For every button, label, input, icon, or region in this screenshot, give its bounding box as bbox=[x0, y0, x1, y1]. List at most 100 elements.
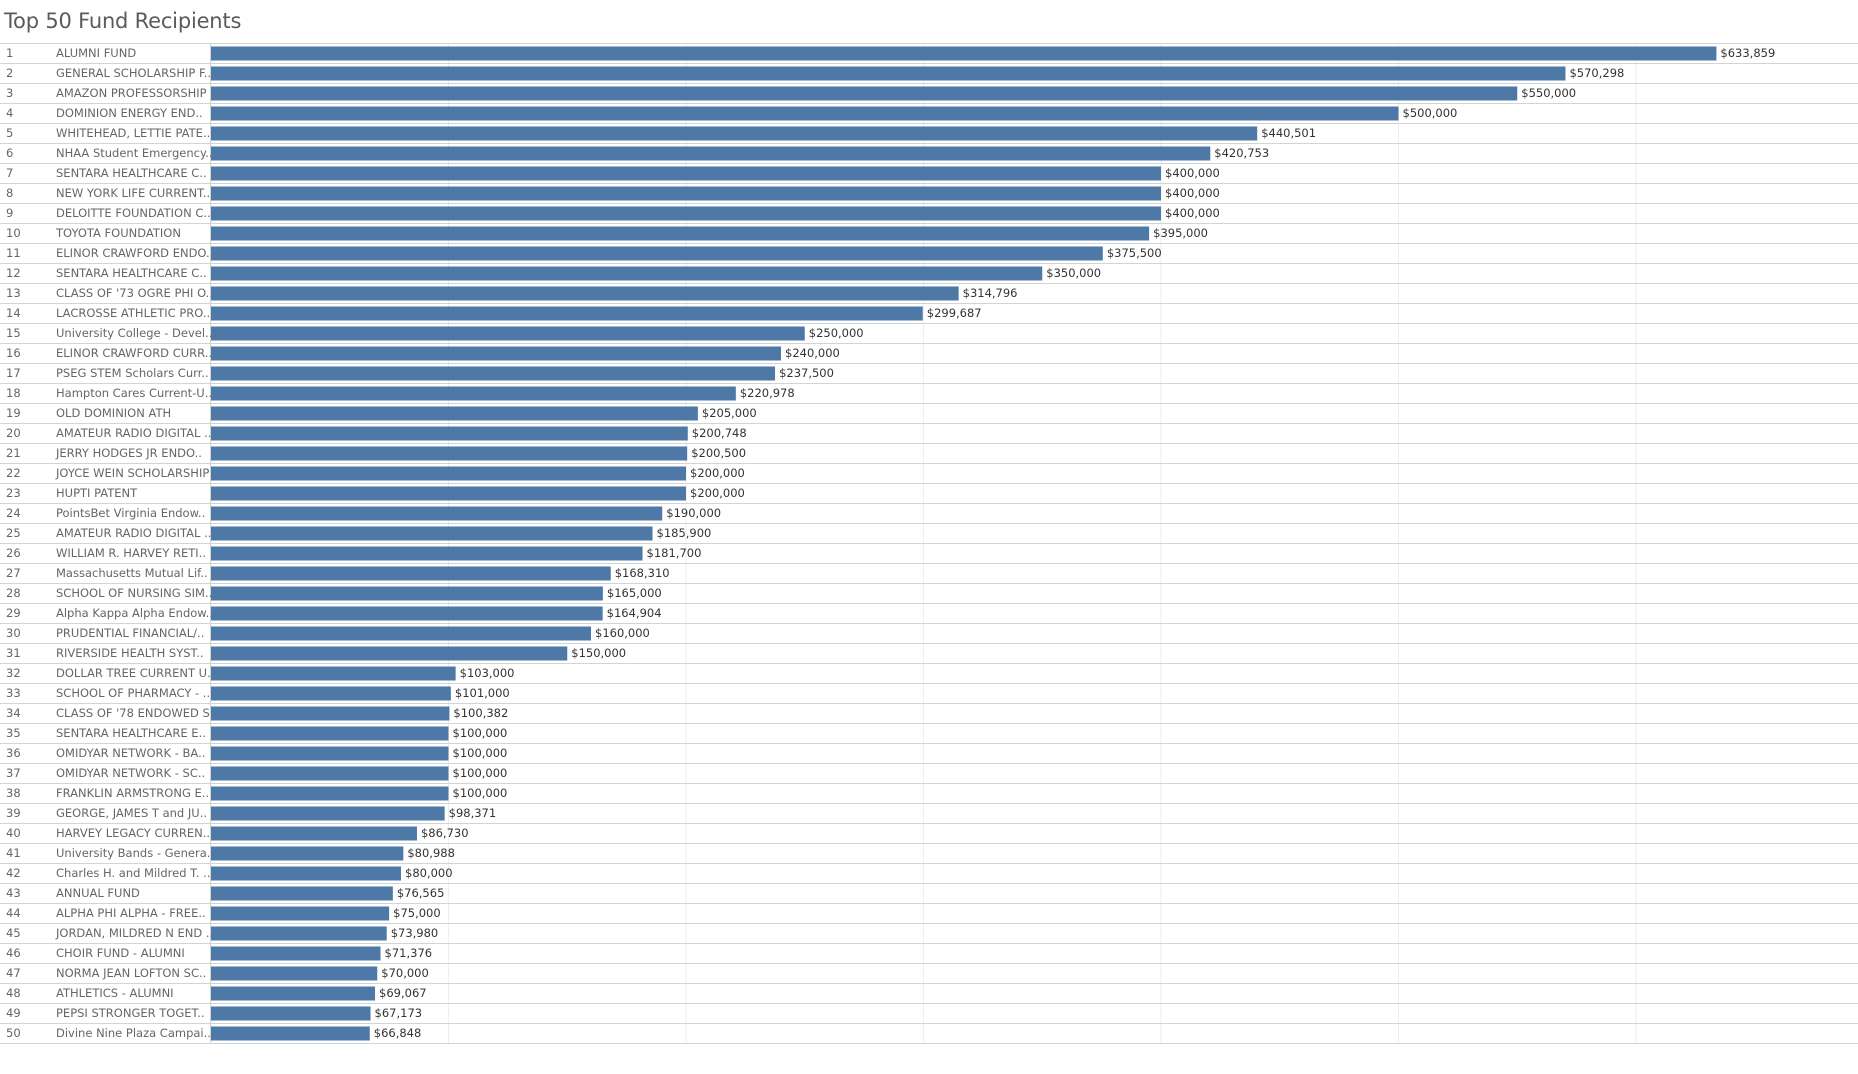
value-label: $80,000 bbox=[405, 866, 453, 880]
value-label: $395,000 bbox=[1153, 226, 1208, 240]
category-label: TOYOTA FOUNDATION bbox=[55, 226, 181, 240]
value-label: $66,848 bbox=[374, 1026, 422, 1040]
bar bbox=[211, 906, 390, 921]
value-label: $240,000 bbox=[785, 346, 840, 360]
category-label: PointsBet Virginia Endow.. bbox=[56, 506, 205, 520]
bar bbox=[211, 966, 378, 981]
value-label: $299,687 bbox=[927, 306, 982, 320]
value-label: $200,000 bbox=[690, 466, 745, 480]
value-label: $200,500 bbox=[691, 446, 746, 460]
value-label: $80,988 bbox=[407, 846, 455, 860]
rank-label: 31 bbox=[6, 646, 21, 660]
value-label: $400,000 bbox=[1165, 206, 1220, 220]
rank-label: 10 bbox=[6, 226, 21, 240]
bar bbox=[211, 206, 1161, 221]
rank-label: 16 bbox=[6, 346, 21, 360]
category-label: OMIDYAR NETWORK - SC.. bbox=[56, 766, 205, 780]
bar bbox=[211, 186, 1161, 201]
rank-label: 18 bbox=[6, 386, 21, 400]
bar bbox=[211, 786, 449, 801]
category-label: ANNUAL FUND bbox=[56, 886, 140, 900]
bar bbox=[211, 646, 568, 661]
rank-label: 2 bbox=[6, 66, 13, 80]
bar bbox=[211, 706, 450, 721]
bar bbox=[211, 406, 698, 421]
value-label: $633,859 bbox=[1720, 46, 1775, 60]
bar bbox=[211, 686, 451, 701]
rank-label: 40 bbox=[6, 826, 21, 840]
rank-label: 14 bbox=[6, 306, 21, 320]
bar bbox=[211, 246, 1103, 261]
bar bbox=[211, 386, 736, 401]
value-label: $75,000 bbox=[393, 906, 441, 920]
rank-label: 38 bbox=[6, 786, 21, 800]
bar bbox=[211, 446, 688, 461]
bar bbox=[211, 566, 611, 581]
value-label: $100,000 bbox=[453, 766, 508, 780]
category-label: NEW YORK LIFE CURRENT.. bbox=[56, 186, 210, 200]
bar bbox=[211, 346, 781, 361]
rank-label: 49 bbox=[6, 1006, 21, 1020]
bar bbox=[211, 286, 959, 301]
category-label: PRUDENTIAL FINANCIAL/.. bbox=[56, 626, 204, 640]
value-label: $420,753 bbox=[1214, 146, 1269, 160]
category-label: University College - Devel.. bbox=[56, 326, 212, 340]
bar bbox=[211, 46, 1717, 61]
bar bbox=[211, 666, 456, 681]
bar bbox=[211, 146, 1211, 161]
rank-label: 48 bbox=[6, 986, 21, 1000]
category-label: JERRY HODGES JR ENDO.. bbox=[55, 446, 202, 460]
value-label: $69,067 bbox=[379, 986, 427, 1000]
rank-label: 12 bbox=[6, 266, 21, 280]
category-label: Charles H. and Mildred T. .. bbox=[56, 866, 210, 880]
category-label: DOLLAR TREE CURRENT U.. bbox=[56, 666, 214, 680]
category-label: NHAA Student Emergency.. bbox=[56, 146, 212, 160]
bar bbox=[211, 326, 805, 341]
rank-label: 46 bbox=[6, 946, 21, 960]
bar bbox=[211, 66, 1566, 81]
value-label: $550,000 bbox=[1521, 86, 1576, 100]
bar bbox=[211, 266, 1043, 281]
value-label: $160,000 bbox=[595, 626, 650, 640]
category-label: GEORGE, JAMES T and JU.. bbox=[56, 806, 207, 820]
rank-label: 32 bbox=[6, 666, 21, 680]
rank-label: 29 bbox=[6, 606, 21, 620]
value-label: $73,980 bbox=[391, 926, 439, 940]
value-label: $100,000 bbox=[453, 746, 508, 760]
category-label: SENTARA HEALTHCARE E.. bbox=[56, 726, 206, 740]
value-label: $185,900 bbox=[657, 526, 712, 540]
rank-label: 24 bbox=[6, 506, 21, 520]
bar bbox=[211, 826, 417, 841]
category-label: OMIDYAR NETWORK - BA.. bbox=[56, 746, 205, 760]
rank-label: 22 bbox=[6, 466, 21, 480]
value-label: $76,565 bbox=[397, 886, 445, 900]
rank-label: 43 bbox=[6, 886, 21, 900]
bar bbox=[211, 946, 381, 961]
rank-label: 1 bbox=[6, 46, 13, 60]
category-label: RIVERSIDE HEALTH SYST.. bbox=[56, 646, 204, 660]
rank-label: 27 bbox=[6, 566, 21, 580]
value-label: $314,796 bbox=[963, 286, 1018, 300]
rank-label: 15 bbox=[6, 326, 21, 340]
rank-label: 7 bbox=[6, 166, 13, 180]
bar bbox=[211, 466, 686, 481]
value-label: $100,000 bbox=[453, 726, 508, 740]
rank-label: 47 bbox=[6, 966, 21, 980]
value-label: $400,000 bbox=[1165, 186, 1220, 200]
rank-label: 37 bbox=[6, 766, 21, 780]
category-label: DOMINION ENERGY END.. bbox=[56, 106, 203, 120]
category-label: OLD DOMINION ATH bbox=[56, 406, 171, 420]
bar bbox=[211, 306, 923, 321]
category-label: AMATEUR RADIO DIGITAL .. bbox=[56, 526, 211, 540]
category-label: LACROSSE ATHLETIC PRO.. bbox=[56, 306, 210, 320]
bar bbox=[211, 426, 688, 441]
bar bbox=[211, 586, 603, 601]
rank-label: 28 bbox=[6, 586, 21, 600]
bar bbox=[211, 846, 404, 861]
value-label: $375,500 bbox=[1107, 246, 1162, 260]
value-label: $71,376 bbox=[385, 946, 433, 960]
bar bbox=[211, 866, 401, 881]
category-label: GENERAL SCHOLARSHIP F.. bbox=[56, 66, 211, 80]
value-label: $150,000 bbox=[571, 646, 626, 660]
category-label: AMATEUR RADIO DIGITAL .. bbox=[56, 426, 211, 440]
